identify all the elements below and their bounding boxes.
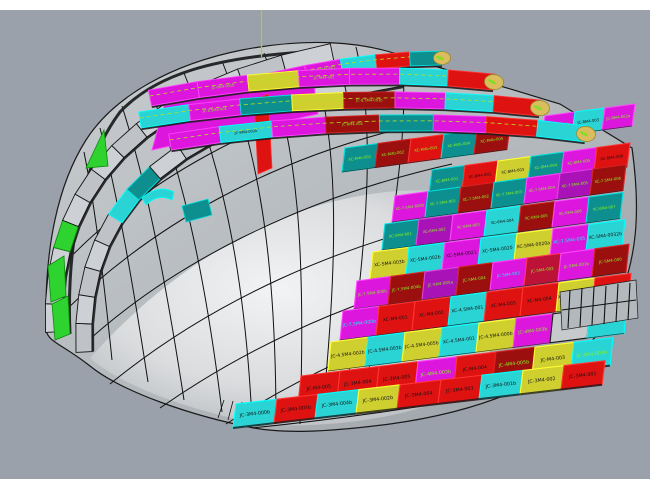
strake1-plate[interactable] [348,67,401,85]
strake2-plate[interactable] [444,92,495,113]
strake2-plate[interactable] [291,92,345,112]
strake1-plate[interactable] [447,69,496,91]
plate[interactable] [421,266,460,301]
plate[interactable] [517,200,556,233]
plate[interactable] [455,261,494,296]
plate[interactable] [415,214,454,247]
strake3-plate[interactable] [432,114,487,134]
strake2-plate[interactable] [394,91,446,110]
tip-highlight [436,56,444,60]
plate[interactable] [339,305,380,341]
plate[interactable] [475,317,517,353]
window-frame-bottom [0,479,650,488]
window-frame-top [0,0,650,10]
strake0-plate[interactable] [375,51,411,70]
plate[interactable] [585,191,624,224]
plate[interactable] [512,313,554,349]
strake3-plate[interactable] [485,116,539,137]
tip-highlight [487,79,497,85]
strake1-plate[interactable] [297,67,351,88]
plate[interactable] [381,218,420,251]
plate[interactable] [438,322,480,358]
strake3-plate[interactable] [378,114,434,132]
strake3-plate[interactable] [324,114,381,134]
plate[interactable] [327,336,369,372]
plate[interactable] [387,271,426,306]
strake2-plate[interactable] [343,91,396,109]
plate-row-2: XC-8M4-001XC-8M4-002XC-8M4-003XC-8M4-004… [428,142,631,195]
plate[interactable] [591,243,630,278]
plate[interactable] [551,196,590,229]
accent-plate-teal[interactable] [181,198,213,223]
plate[interactable] [523,252,562,287]
plate[interactable] [411,296,452,332]
strake2-plate[interactable] [239,94,293,116]
plate[interactable] [364,331,406,367]
tip-highlight [533,105,543,111]
plate[interactable] [447,291,488,327]
highlight-plates-green[interactable] [47,128,109,341]
plate[interactable] [353,275,392,310]
rail1-plate[interactable] [75,294,96,325]
accent-plate-cyan[interactable] [141,188,175,206]
plate[interactable] [483,205,522,238]
plate[interactable] [519,282,560,318]
plate[interactable] [375,300,416,336]
strake3-plate[interactable] [270,116,327,138]
rail-seam-shadow [68,50,305,335]
plate[interactable] [483,286,524,322]
plate[interactable] [557,248,596,283]
plate[interactable] [489,257,528,292]
plate[interactable] [449,209,488,242]
plate[interactable] [401,327,443,363]
tip-highlight [579,131,589,137]
frame-comb-patch [559,279,639,331]
rail1-plate[interactable] [75,322,93,353]
strake1-plate[interactable] [398,67,449,87]
strake2-plate[interactable] [492,95,542,117]
strake3-plate[interactable] [536,119,588,143]
